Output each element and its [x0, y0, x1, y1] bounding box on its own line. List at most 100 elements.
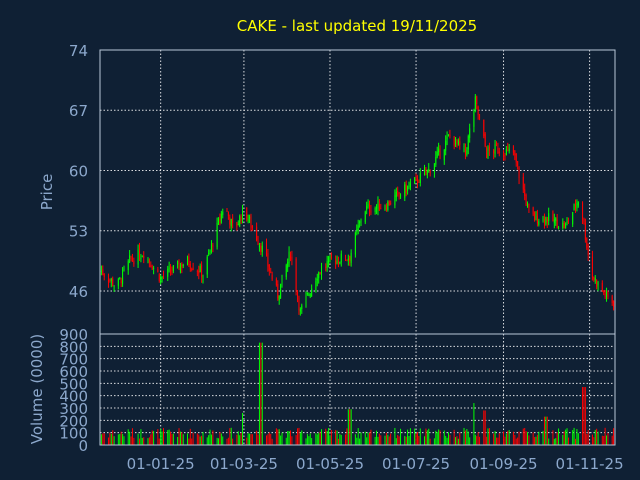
- candle-body: [199, 266, 201, 272]
- price-y-ticks: 46 53 60 67 74: [69, 42, 88, 301]
- volume-bar: [508, 429, 510, 445]
- candle-body: [367, 204, 369, 207]
- volume-bar: [131, 428, 133, 445]
- candle-body: [498, 151, 500, 154]
- volume-bar: [404, 436, 406, 445]
- volume-bar: [305, 438, 307, 445]
- volume-bar: [336, 430, 338, 445]
- volume-bar: [350, 409, 352, 445]
- volume-bar: [100, 434, 102, 445]
- candle-body: [536, 215, 538, 224]
- volume-bar: [297, 428, 299, 445]
- volume-bar: [230, 427, 232, 445]
- candle-body: [428, 168, 430, 172]
- volume-bar: [347, 409, 349, 445]
- volume-bar: [171, 433, 173, 445]
- volume-bar: [487, 428, 489, 445]
- candle-body: [206, 256, 208, 275]
- candle-body: [112, 278, 114, 286]
- volume-bar: [309, 433, 311, 445]
- volume-bar: [102, 433, 104, 445]
- candle-body: [182, 264, 184, 266]
- volume-bar: [158, 438, 160, 445]
- volume-bar: [242, 412, 244, 445]
- volume-bar: [433, 438, 435, 445]
- volume-bar: [256, 430, 258, 445]
- volume-bar: [515, 438, 517, 445]
- candle-body: [567, 220, 569, 222]
- volume-bar: [349, 409, 351, 445]
- volume-bar: [466, 429, 468, 445]
- candle-body: [535, 213, 537, 221]
- volume-bar: [291, 436, 293, 445]
- volume-bar: [345, 434, 347, 445]
- volume-bar: [584, 387, 586, 445]
- candle-body: [209, 250, 211, 253]
- x-tick-label: 01-03-25: [210, 455, 278, 473]
- volume-bar: [247, 433, 249, 445]
- volume-tick-label: 200: [59, 412, 88, 430]
- candle-body: [528, 203, 530, 208]
- candle-body: [260, 245, 262, 252]
- candle-body: [281, 274, 283, 287]
- candle-body: [356, 229, 358, 232]
- volume-bar: [414, 428, 416, 445]
- candle-body: [577, 201, 579, 206]
- volume-bar: [280, 435, 282, 445]
- candle-body: [230, 218, 232, 227]
- volume-frame: [99, 333, 616, 446]
- candle-body: [364, 211, 366, 223]
- candle-body: [384, 207, 386, 209]
- candle-body: [409, 183, 411, 188]
- candle-body: [158, 274, 160, 281]
- volume-bar: [583, 387, 585, 445]
- volume-bar: [532, 432, 534, 445]
- volume-bar: [558, 428, 560, 445]
- volume-bar: [109, 432, 111, 445]
- volume-bar: [268, 432, 270, 445]
- volume-tick-label: 400: [59, 388, 88, 406]
- volume-bar: [552, 430, 554, 445]
- volume-bar: [596, 428, 598, 445]
- candle-body: [532, 207, 534, 215]
- volume-bar: [249, 433, 251, 445]
- chart-title: CAKE - last updated 19/11/2025: [237, 17, 477, 35]
- candle-body: [497, 148, 499, 154]
- candle-body: [298, 297, 300, 310]
- volume-bar: [577, 433, 579, 445]
- volume-bar: [459, 432, 461, 445]
- volume-bar: [335, 429, 337, 445]
- candle-body: [538, 221, 540, 225]
- volume-bar: [177, 436, 179, 445]
- candle-body: [151, 267, 153, 270]
- candle-body: [297, 291, 299, 297]
- candle-body: [563, 222, 565, 229]
- candle-body: [227, 211, 229, 217]
- candle-body: [337, 261, 339, 264]
- price-candles: [99, 93, 616, 316]
- candle-body: [198, 271, 200, 274]
- candle-body: [439, 150, 441, 158]
- candle-body: [280, 283, 282, 298]
- volume-bar: [463, 427, 465, 445]
- volume-bar: [449, 434, 451, 445]
- candle-body: [210, 243, 212, 250]
- volume-bar: [239, 435, 241, 445]
- volume-bar: [141, 437, 143, 445]
- volume-bar: [179, 431, 181, 445]
- volume-bar: [275, 428, 277, 445]
- volume-tick-label: 300: [59, 400, 88, 418]
- candle-body: [192, 267, 194, 271]
- candle-body: [507, 146, 509, 149]
- volume-bar: [542, 430, 544, 445]
- volume-bar: [198, 434, 200, 445]
- candle-body: [250, 215, 252, 228]
- candle-body: [287, 261, 289, 268]
- volume-bar: [446, 437, 448, 445]
- candle-body: [196, 270, 198, 272]
- candle-body: [449, 135, 451, 137]
- candle-body: [346, 259, 348, 261]
- candle-body: [525, 195, 527, 206]
- volume-bar: [388, 436, 390, 445]
- volume-bar: [512, 431, 514, 445]
